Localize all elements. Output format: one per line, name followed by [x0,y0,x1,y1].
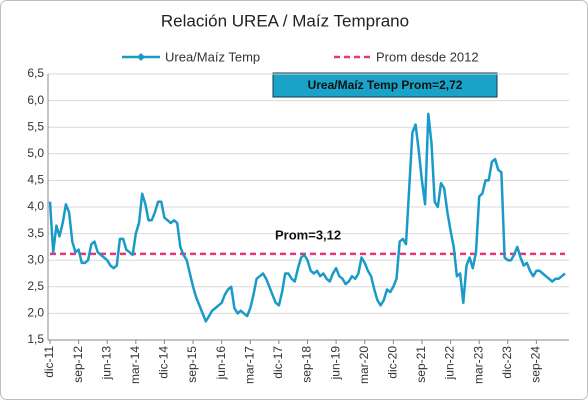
y-tick-label: 5,5 [27,119,44,133]
y-tick-label: 6,5 [27,66,44,80]
y-tick-label: 4,0 [27,199,44,213]
legend-marker [137,53,145,61]
chart-title: Relación UREA / Maíz Temprano [161,11,409,30]
x-tick-label: jun-16 [214,346,228,381]
average-label: Prom=3,12 [275,227,341,242]
line-series [48,112,566,323]
x-tick-label: mar-14 [128,346,142,384]
y-tick-label: 2,5 [27,279,44,293]
legend-label: Urea/Maíz Temp [165,49,260,64]
x-tick-label: jun-22 [443,346,457,381]
x-tick-label: sep-18 [300,346,314,383]
x-tick-label: mar-20 [357,346,371,384]
y-tick-label: 4,5 [27,173,44,187]
annotation: Urea/Maíz Temp Prom=2,72 [308,78,463,92]
y-tick-label: 3,5 [27,226,44,240]
x-tick-label: mar-17 [242,346,256,384]
x-tick-label: dic-14 [157,346,171,379]
x-tick-label: sep-21 [414,346,428,383]
y-tick-label: 2,0 [27,306,44,320]
y-tick-label: 1,5 [27,332,44,346]
x-tick-label: dic-17 [271,346,285,379]
x-tick-label: jun-13 [99,346,113,381]
x-tick-label: dic-23 [500,346,514,379]
y-tick-label: 3,0 [27,252,44,266]
y-tick-label: 5,0 [27,146,44,160]
x-tick-label: sep-12 [71,346,85,383]
x-tick-label: dic-20 [386,346,400,379]
y-tick-label: 6,0 [27,93,44,107]
x-tick-label: sep-24 [529,346,543,383]
x-tick-label: sep-15 [185,346,199,383]
x-tick-label: mar-23 [471,346,485,384]
annotation-box [272,72,498,98]
x-tick-label: dic-11 [42,346,56,378]
x-tick-label: jun-19 [328,346,342,381]
legend-label: Prom desde 2012 [376,49,479,64]
